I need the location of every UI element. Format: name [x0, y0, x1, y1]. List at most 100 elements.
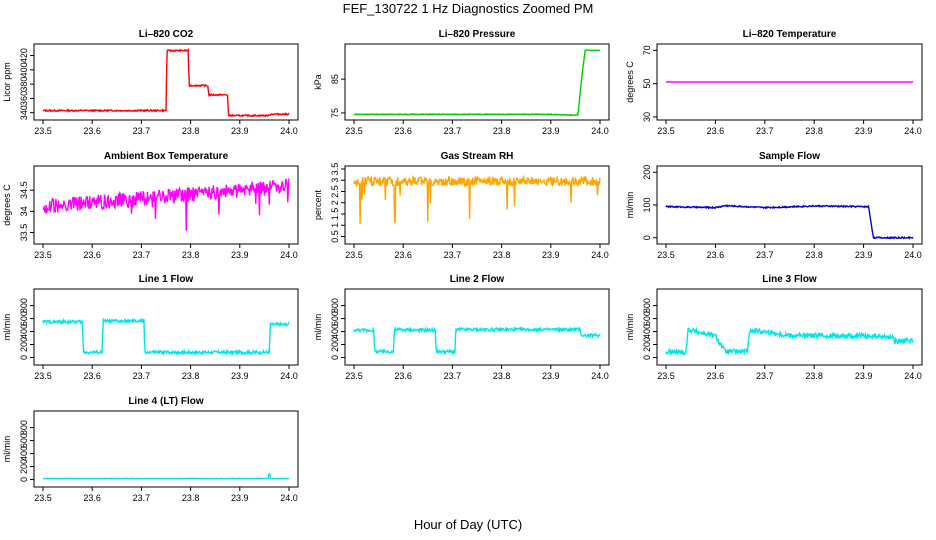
x-tick-label: 23.8 — [493, 250, 511, 260]
y-axis-label: percent — [313, 189, 323, 220]
y-tick-label: 400 — [19, 324, 29, 339]
x-tick-label: 23.8 — [493, 371, 511, 381]
x-tick-label: 24.0 — [280, 126, 298, 136]
x-tick-label: 24.0 — [280, 250, 298, 260]
x-tick-label: 23.8 — [805, 126, 823, 136]
x-tick-label: 24.0 — [280, 371, 298, 381]
x-tick-label: 23.7 — [756, 371, 774, 381]
panel-title: Line 1 Flow — [139, 274, 194, 285]
panel-title: Gas Stream RH — [441, 151, 514, 162]
y-tick-label: 800 — [642, 298, 652, 313]
series-line — [665, 204, 914, 240]
y-tick-label: 400 — [19, 446, 29, 461]
x-tick-label: 23.9 — [855, 250, 873, 260]
figure-x-axis-label: Hour of Day (UTC) — [413, 517, 523, 532]
y-tick-label: 400 — [330, 324, 340, 339]
x-tick-label: 23.5 — [34, 126, 52, 136]
y-tick-label: 600 — [330, 311, 340, 326]
y-tick-label: 200 — [330, 337, 340, 352]
y-tick-label: 100 — [642, 197, 652, 212]
x-tick-label: 24.0 — [591, 371, 609, 381]
y-tick-label: 75 — [330, 108, 340, 118]
series-line — [354, 49, 601, 117]
x-tick-label: 23.8 — [493, 126, 511, 136]
x-tick-label: 23.9 — [231, 371, 249, 381]
panel-2: Li–820 Temperature degrees C 23.5 23.6 23.7 2… — [625, 29, 923, 136]
panel-3: Ambient Box Temperature degrees C 23.5 23.6… — [2, 151, 299, 260]
panel-title: Li–820 Pressure — [439, 29, 516, 40]
y-tick-label: 600 — [19, 311, 29, 326]
x-tick-label: 23.7 — [133, 250, 151, 260]
x-tick-label: 23.9 — [231, 126, 249, 136]
panel-1: Li–820 Pressure kPa 23.5 23.6 23.7 23.8 23.9 24… — [313, 29, 610, 136]
x-tick-label: 23.7 — [133, 371, 151, 381]
x-tick-label: 23.8 — [182, 126, 200, 136]
y-tick-label: 34.5 — [19, 181, 29, 199]
y-tick-label: 1.5 — [330, 208, 340, 221]
y-tick-label: 400 — [19, 62, 29, 77]
x-tick-label: 23.5 — [345, 250, 363, 260]
x-tick-label: 23.7 — [444, 250, 462, 260]
plot-frame — [344, 288, 610, 366]
panel-0: Li–820 CO2 Licor ppm 23.5 23.6 23.7 23.8 23.9 2… — [2, 29, 299, 136]
y-tick-label: 0 — [642, 235, 652, 240]
x-tick-label: 23.9 — [542, 250, 560, 260]
x-tick-label: 23.5 — [34, 493, 52, 503]
y-tick-label: 2.5 — [330, 185, 340, 198]
panel-6: Line 1 Flow ml/min 23.5 23.6 23.7 23.8 23.9 24.… — [2, 274, 299, 381]
x-tick-label: 23.9 — [231, 250, 249, 260]
y-tick-label: 200 — [19, 459, 29, 474]
plot-frame — [656, 288, 923, 366]
y-axis-label: ml/min — [2, 436, 12, 463]
x-tick-label: 23.8 — [182, 250, 200, 260]
x-tick-label: 24.0 — [904, 126, 922, 136]
y-tick-label: 200 — [642, 337, 652, 352]
plot-frame — [656, 43, 923, 121]
y-tick-label: 33.5 — [19, 224, 29, 242]
plot-frame — [656, 165, 923, 245]
x-tick-label: 23.9 — [855, 126, 873, 136]
y-tick-label: 200 — [642, 165, 652, 180]
x-tick-label: 23.7 — [133, 493, 151, 503]
series-line — [353, 174, 601, 224]
panel-title: Li–820 Temperature — [743, 29, 837, 40]
plot-frame — [344, 165, 610, 245]
x-tick-label: 24.0 — [904, 250, 922, 260]
plot-frame — [33, 410, 299, 488]
x-tick-label: 23.6 — [83, 126, 101, 136]
plot-frame — [33, 165, 299, 245]
x-tick-label: 23.6 — [394, 371, 412, 381]
y-axis-label: ml/min — [313, 314, 323, 341]
y-tick-label: 420 — [19, 48, 29, 63]
panel-5: Sample Flow ml/min 23.5 23.6 23.7 23.8 23.9 24.… — [625, 151, 923, 260]
y-tick-label: 1 — [330, 223, 340, 228]
y-tick-label: 0 — [642, 355, 652, 360]
y-axis-label: ml/min — [2, 314, 12, 341]
series-line — [42, 178, 290, 231]
y-axis-label: ml/min — [625, 314, 635, 341]
x-tick-label: 23.6 — [394, 126, 412, 136]
x-tick-label: 23.7 — [444, 371, 462, 381]
y-tick-label: 50 — [642, 79, 652, 89]
y-tick-label: 0 — [330, 355, 340, 360]
x-tick-label: 24.0 — [904, 371, 922, 381]
x-tick-label: 23.7 — [133, 126, 151, 136]
x-tick-label: 23.8 — [805, 371, 823, 381]
panel-title: Sample Flow — [759, 151, 820, 162]
x-tick-label: 23.9 — [231, 493, 249, 503]
plot-frame — [344, 43, 610, 121]
y-tick-label: 0 — [19, 477, 29, 482]
x-tick-label: 23.8 — [182, 493, 200, 503]
y-tick-label: 200 — [19, 337, 29, 352]
x-tick-label: 23.5 — [34, 250, 52, 260]
series-line — [42, 47, 290, 118]
series-line — [665, 326, 914, 356]
x-tick-label: 24.0 — [591, 126, 609, 136]
y-tick-label: 70 — [642, 45, 652, 55]
plot-frame — [33, 288, 299, 366]
y-tick-label: 0 — [19, 355, 29, 360]
x-tick-label: 24.0 — [591, 250, 609, 260]
y-tick-label: 600 — [19, 433, 29, 448]
x-tick-label: 23.7 — [756, 250, 774, 260]
